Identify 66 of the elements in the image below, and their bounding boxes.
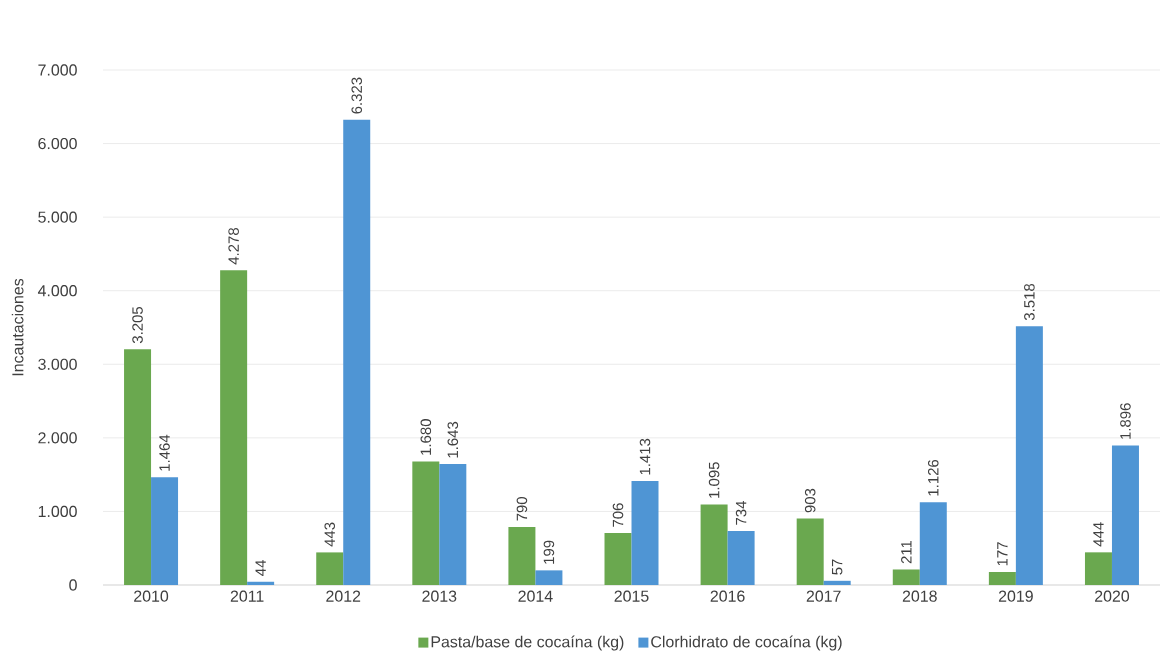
- data-label: 1.896: [1120, 403, 1131, 439]
- y-tick-label: 0: [69, 579, 77, 591]
- bar: [700, 504, 728, 585]
- data-label: 1.126: [927, 459, 939, 496]
- bar: [151, 477, 179, 585]
- bar: [1084, 552, 1112, 585]
- x-tick-label: 2015: [614, 590, 649, 602]
- bar: [823, 580, 851, 585]
- bar: [535, 570, 563, 585]
- y-tick-label: 3.000: [38, 358, 77, 370]
- bar: [508, 526, 536, 585]
- y-tick-label: 1.000: [38, 505, 77, 518]
- legend-label: Pasta/base de cocaína (kg): [431, 635, 624, 651]
- data-label: 734: [735, 500, 747, 525]
- data-label: 6.323: [351, 77, 363, 114]
- data-label: 790: [516, 497, 528, 521]
- bar: [220, 270, 248, 585]
- data-label: 57: [831, 559, 843, 575]
- x-tick-label: 2013: [422, 590, 457, 602]
- y-tick-label: 4.000: [37, 285, 77, 297]
- data-label: 211: [901, 540, 912, 564]
- data-label: 1.643: [447, 421, 459, 458]
- data-label: 4.278: [228, 228, 239, 265]
- y-tick-label: 6.000: [38, 137, 77, 150]
- data-label: 1.680: [420, 419, 432, 455]
- legend-label: Clorhidrato de cocaína (kg): [651, 635, 842, 651]
- data-label: 44: [255, 560, 266, 576]
- data-label: 3.205: [132, 306, 143, 344]
- bar: [727, 531, 755, 585]
- data-label: 1.413: [639, 438, 651, 475]
- bar: [124, 349, 152, 585]
- data-label: 444: [1093, 522, 1104, 547]
- data-label: 3.518: [1024, 283, 1035, 321]
- data-label: 1.095: [708, 462, 720, 498]
- data-label: 706: [612, 503, 624, 527]
- y-axis-title: Incautaciones: [11, 278, 24, 376]
- bar: [631, 481, 659, 585]
- bar: [919, 502, 947, 585]
- data-label: 443: [324, 522, 336, 547]
- bar: [247, 581, 275, 585]
- bar: [988, 571, 1016, 585]
- x-tick-label: 2011: [230, 590, 264, 602]
- x-tick-label: 2010: [134, 590, 169, 602]
- bar: [1111, 445, 1139, 585]
- bar: [343, 119, 371, 585]
- bar: [439, 464, 467, 585]
- x-tick-label: 2020: [1095, 590, 1130, 602]
- bar: [604, 533, 632, 585]
- bar: [796, 518, 824, 585]
- bar: [892, 569, 920, 585]
- data-label: 903: [804, 488, 816, 513]
- bar: [316, 552, 344, 585]
- data-label: 1.464: [159, 434, 170, 471]
- y-tick-label: 7.000: [38, 64, 77, 76]
- bar: [1015, 326, 1043, 585]
- y-tick-label: 2.000: [38, 432, 77, 444]
- x-tick-label: 2012: [326, 590, 361, 602]
- data-label: 199: [543, 540, 555, 564]
- bar: [412, 461, 440, 585]
- x-tick-label: 2017: [806, 590, 841, 602]
- x-tick-label: 2014: [518, 590, 553, 602]
- x-tick-label: 2016: [710, 590, 745, 602]
- data-label: 177: [997, 542, 1008, 566]
- y-tick-label: 5.000: [38, 211, 77, 223]
- x-tick-label: 2019: [998, 590, 1033, 602]
- x-tick-label: 2018: [902, 590, 937, 602]
